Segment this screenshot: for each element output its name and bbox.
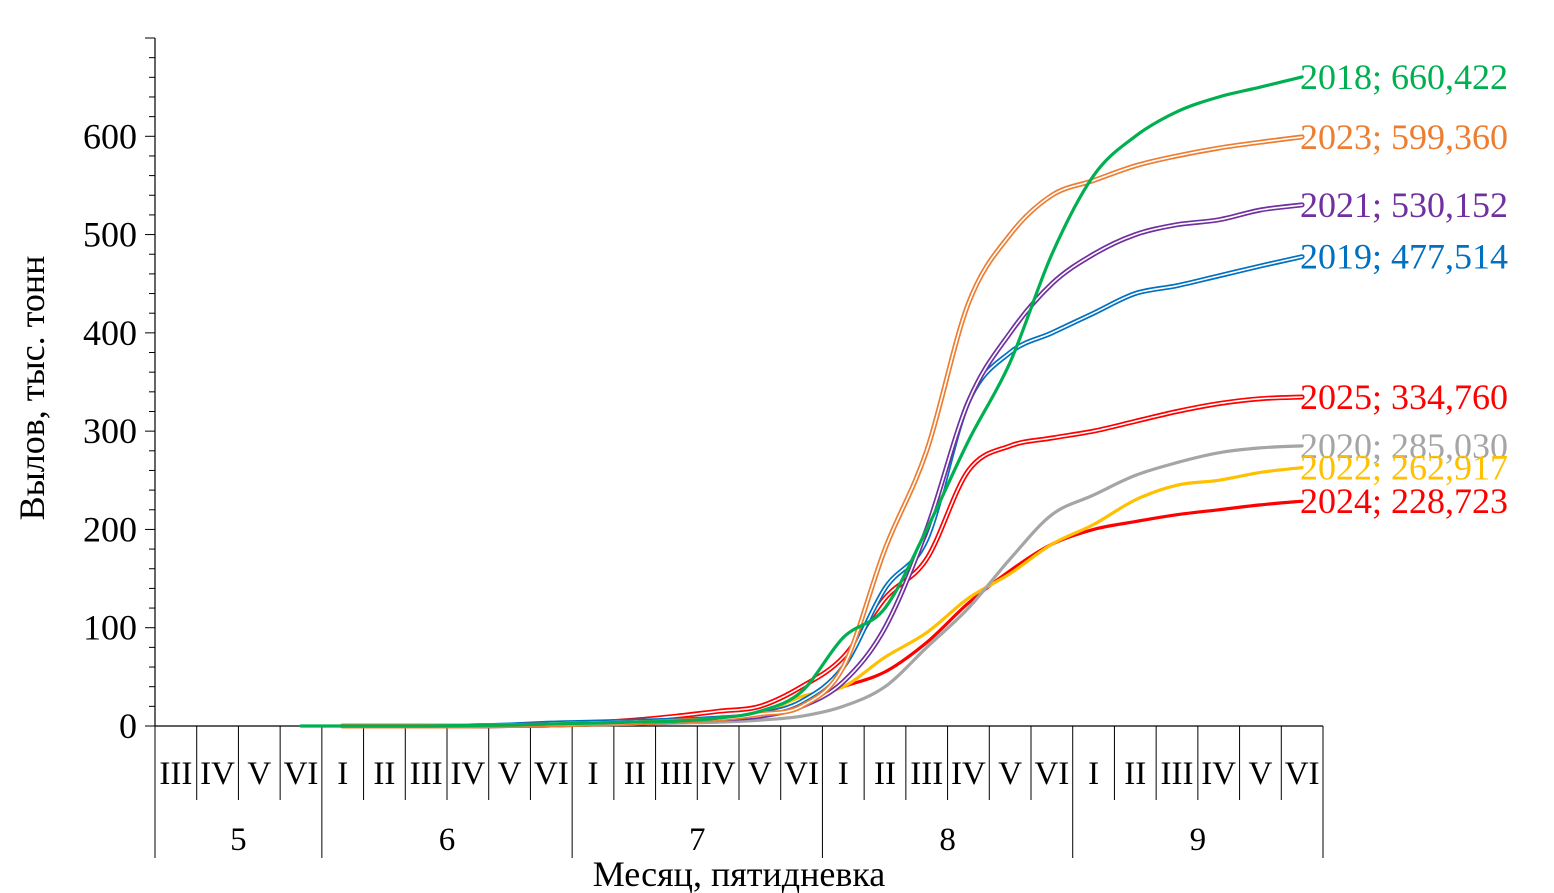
month-label: 9 — [1190, 822, 1207, 858]
pentad-label: III — [910, 756, 943, 792]
data-label-2022: 2022; 262,917 — [1300, 448, 1508, 488]
x-axis: III IV V VI I II III IV V VI I II III IV V VI I II III IV V V… — [154, 725, 1324, 858]
pentad-label: IV — [701, 756, 736, 792]
pentad-label: I — [337, 756, 348, 792]
pentad-label: VI — [1285, 756, 1320, 792]
pentad-label: II — [373, 756, 395, 792]
data-label-2021: 2021; 530,152 — [1300, 185, 1508, 225]
series-2020 — [341, 444, 1304, 728]
pentad-label: II — [1124, 756, 1146, 792]
pentad-label: IV — [200, 756, 235, 792]
data-label-2025: 2025; 334,760 — [1300, 377, 1508, 417]
series-line-2021 — [340, 202, 1305, 729]
x-axis-title: Месяц, пятидневка — [593, 854, 886, 893]
pentad-label: I — [588, 756, 599, 792]
pentad-label: V — [498, 756, 522, 792]
pentad-label: VI — [284, 756, 319, 792]
pentad-label: I — [838, 756, 849, 792]
y-tick-label: 300 — [83, 411, 137, 451]
pentad-label: III — [660, 756, 693, 792]
y-tick-label: 500 — [83, 215, 137, 255]
month-label: 6 — [439, 822, 456, 858]
pentad-label: VI — [1034, 756, 1069, 792]
pentad-label: IV — [450, 756, 485, 792]
y-axis: 0 100 200 300 400 500 600 — [83, 37, 156, 746]
series-line-2025 — [340, 394, 1305, 729]
pentad-label: III — [410, 756, 443, 792]
month-label: 7 — [689, 822, 706, 858]
series-end-labels: 2018; 660,422 2023; 599,360 2021; 530,152 2… — [1300, 57, 1508, 521]
pentad-label: II — [874, 756, 896, 792]
pentad-label: VI — [534, 756, 569, 792]
pentad-label: V — [748, 756, 772, 792]
y-tick-label: 200 — [83, 509, 137, 549]
pentad-label: V — [1249, 756, 1273, 792]
y-tick-label: 0 — [119, 706, 137, 746]
series-2023 — [340, 134, 1305, 729]
data-label-2023: 2023; 599,360 — [1300, 117, 1508, 157]
pentad-label: IV — [1201, 756, 1236, 792]
month-label: 8 — [939, 822, 956, 858]
month-label: 5 — [230, 822, 247, 858]
y-tick-label: 600 — [83, 116, 137, 156]
pentad-label: V — [998, 756, 1022, 792]
data-label-2020: 2020; 285,030 — [1300, 426, 1508, 466]
series-line-2020 — [341, 444, 1304, 728]
pentad-label: V — [247, 756, 271, 792]
pentad-label: IV — [951, 756, 986, 792]
series-2025 — [340, 394, 1305, 729]
pentad-label: II — [624, 756, 646, 792]
data-label-2018: 2018; 660,422 — [1300, 57, 1508, 97]
pentad-label: I — [1088, 756, 1099, 792]
pentad-label: VI — [784, 756, 819, 792]
series-lines — [299, 75, 1305, 729]
data-label-2024: 2024; 228,723 — [1300, 481, 1508, 521]
y-tick-label: 400 — [83, 313, 137, 353]
pentad-label: III — [159, 756, 192, 792]
series-2018 — [299, 75, 1304, 728]
series-line-inner-2021 — [341, 204, 1303, 727]
y-tick-label: 100 — [83, 608, 137, 648]
pentad-label: III — [1161, 756, 1194, 792]
series-line-2023 — [340, 134, 1305, 729]
y-axis-title: Вылов, тыс. тонн — [12, 256, 52, 521]
data-label-2019: 2019; 477,514 — [1300, 237, 1508, 277]
series-line-inner-2023 — [341, 136, 1303, 727]
series-2021 — [340, 202, 1305, 729]
series-line-2018 — [299, 75, 1304, 728]
